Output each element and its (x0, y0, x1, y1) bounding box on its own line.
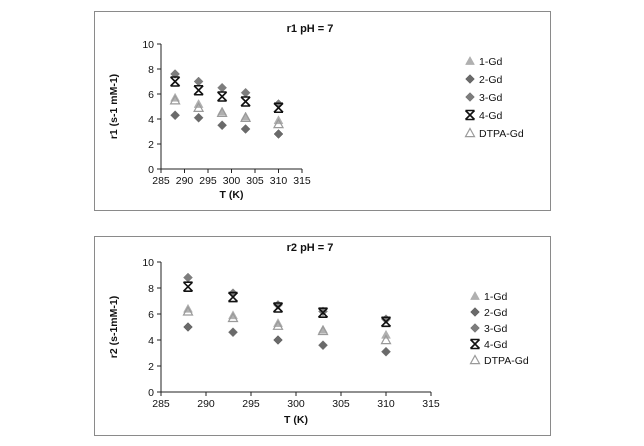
x-tick-label: 300 (223, 175, 241, 187)
x-axis-label: T (K) (220, 189, 244, 201)
data-point (274, 336, 283, 345)
legend-marker (466, 129, 475, 137)
x-tick-label: 305 (246, 175, 264, 187)
legend-item: DTPA-Gd (466, 128, 524, 140)
x-tick-label: 305 (332, 398, 350, 410)
legend-label: 3-Gd (484, 323, 508, 335)
series-DTPA-Gd (184, 307, 391, 344)
legend-marker (471, 356, 480, 364)
legend-item: 4-Gd (466, 110, 503, 122)
legend-marker (471, 340, 480, 349)
x-tick-label: 315 (422, 398, 440, 410)
x-tick-label: 295 (199, 175, 217, 187)
y-axis-label: r2 (s-1mM-1) (108, 296, 120, 358)
series-3-Gd (171, 70, 283, 109)
data-point (218, 92, 227, 101)
data-point (184, 304, 193, 312)
legend-marker (466, 57, 475, 65)
data-point (184, 273, 193, 282)
y-tick-label: 8 (148, 283, 154, 295)
data-point (194, 86, 203, 95)
chart-title: r2 pH = 7 (287, 242, 334, 254)
chart-panel-r2: r2 pH = 70246810285290295300305310315T (… (94, 236, 551, 436)
series-2-Gd (171, 111, 283, 139)
x-tick-label: 295 (242, 398, 260, 410)
legend-marker (466, 111, 475, 120)
r1-chart: r1 pH = 70246810285290295300305310315T (… (95, 12, 550, 210)
x-tick-label: 310 (270, 175, 288, 187)
chart-title: r1 pH = 7 (287, 23, 334, 35)
data-point (241, 125, 250, 134)
legend-label: 1-Gd (484, 291, 508, 303)
data-point (184, 282, 193, 291)
legend-label: DTPA-Gd (484, 355, 529, 367)
legend-label: 3-Gd (479, 92, 503, 104)
legend-item: 1-Gd (466, 56, 503, 68)
data-point (274, 130, 283, 139)
data-point (218, 83, 227, 92)
legend-label: 4-Gd (479, 110, 503, 122)
x-tick-label: 285 (152, 175, 170, 187)
legend-item: 3-Gd (471, 323, 508, 335)
legend-marker (471, 308, 480, 317)
legend-marker (466, 75, 475, 84)
legend-label: 1-Gd (479, 56, 503, 68)
y-tick-label: 6 (148, 309, 154, 321)
data-point (229, 328, 238, 337)
series-4-Gd (171, 77, 283, 112)
legend-item: 2-Gd (471, 307, 508, 319)
r2-chart: r2 pH = 70246810285290295300305310315T (… (95, 237, 550, 435)
legend-item: 3-Gd (466, 92, 503, 104)
legend-label: 4-Gd (484, 339, 508, 351)
data-point (218, 121, 227, 130)
legend-item: 4-Gd (471, 339, 508, 351)
x-axis-label: T (K) (284, 414, 308, 426)
x-tick-label: 290 (176, 175, 194, 187)
y-tick-label: 8 (148, 64, 154, 76)
chart-panel-r1: r1 pH = 70246810285290295300305310315T (… (94, 11, 551, 211)
x-tick-label: 285 (152, 398, 170, 410)
legend-item: DTPA-Gd (471, 355, 529, 367)
data-point (241, 97, 250, 106)
data-point (194, 113, 203, 122)
y-tick-label: 10 (142, 257, 154, 269)
data-point (229, 311, 238, 319)
data-point (194, 77, 203, 86)
series-3-Gd (184, 273, 391, 324)
legend-item: 1-Gd (471, 291, 508, 303)
y-tick-label: 2 (148, 139, 154, 151)
series-1-Gd (171, 93, 283, 124)
series-1-Gd (184, 304, 391, 338)
legend-marker (466, 93, 475, 102)
data-point (319, 341, 328, 350)
y-axis-label: r1 (s-1 mM-1) (108, 74, 120, 139)
data-point (171, 111, 180, 120)
x-tick-label: 290 (197, 398, 215, 410)
data-point (171, 93, 180, 101)
legend-label: 2-Gd (479, 74, 503, 86)
legend-marker (471, 292, 480, 300)
y-tick-label: 4 (148, 114, 154, 126)
x-tick-label: 310 (377, 398, 395, 410)
data-point (274, 319, 283, 327)
y-tick-label: 2 (148, 361, 154, 373)
y-tick-label: 6 (148, 89, 154, 101)
x-tick-label: 315 (293, 175, 311, 187)
data-point (184, 323, 193, 332)
data-point (241, 88, 250, 97)
legend-marker (471, 324, 480, 333)
x-tick-label: 300 (287, 398, 305, 410)
legend-label: DTPA-Gd (479, 128, 524, 140)
y-tick-label: 10 (142, 39, 154, 51)
legend-label: 2-Gd (484, 307, 508, 319)
series-2-Gd (184, 323, 391, 357)
legend-item: 2-Gd (466, 74, 503, 86)
series-4-Gd (184, 282, 391, 326)
data-point (382, 347, 391, 356)
y-tick-label: 4 (148, 335, 154, 347)
